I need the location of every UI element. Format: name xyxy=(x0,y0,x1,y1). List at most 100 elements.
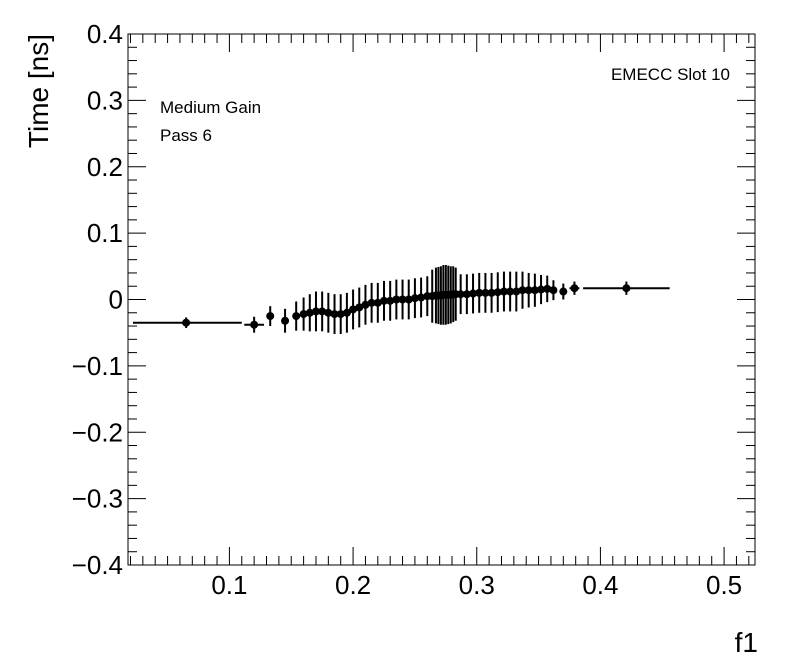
data-point xyxy=(469,273,478,314)
data-point xyxy=(281,308,290,333)
x-tick-label: 0.4 xyxy=(582,570,618,600)
data-marks xyxy=(132,264,670,335)
point-marker xyxy=(559,287,568,296)
point-marker xyxy=(530,286,539,295)
data-point xyxy=(481,272,490,313)
point-marker xyxy=(410,294,419,303)
data-point xyxy=(583,281,670,295)
data-point xyxy=(404,279,413,320)
point-marker xyxy=(379,296,388,305)
data-point xyxy=(305,294,314,332)
data-point xyxy=(392,279,401,320)
point-marker xyxy=(622,284,631,293)
data-point xyxy=(386,280,395,321)
point-marker xyxy=(182,318,191,327)
data-point xyxy=(266,306,275,327)
point-marker xyxy=(392,295,401,304)
y-tick-label: 0 xyxy=(109,285,123,315)
data-point xyxy=(244,316,265,333)
data-point xyxy=(493,272,502,313)
point-marker xyxy=(361,300,370,309)
point-marker xyxy=(481,288,490,297)
data-point xyxy=(487,272,496,313)
axis-tick-labels: 0.1 0.2 0.3 0.4 0.5 0.4 0.3 0.2 0.1 0 −0.1 −0.2 −0.3… xyxy=(72,19,742,600)
point-marker xyxy=(462,290,471,299)
x-tick-label: 0.5 xyxy=(706,570,742,600)
data-point xyxy=(518,271,527,309)
data-point xyxy=(499,271,508,312)
point-marker xyxy=(487,288,496,297)
point-marker xyxy=(549,286,558,295)
data-point xyxy=(530,273,539,307)
point-marker xyxy=(324,308,333,317)
y-tick-label: −0.3 xyxy=(72,484,123,514)
point-marker xyxy=(456,290,465,299)
data-point xyxy=(569,281,580,295)
point-marker xyxy=(404,295,413,304)
data-point xyxy=(398,279,407,320)
axis-ticks xyxy=(128,33,755,566)
data-point xyxy=(324,292,333,333)
point-marker xyxy=(311,307,320,316)
data-point xyxy=(537,274,546,305)
data-point xyxy=(417,277,426,318)
y-tick-label: −0.2 xyxy=(72,417,123,447)
point-marker xyxy=(475,288,484,297)
data-point xyxy=(330,294,339,335)
point-marker xyxy=(266,312,275,321)
point-marker xyxy=(250,320,259,329)
gain-annotation: Medium Gain xyxy=(160,98,261,117)
data-point xyxy=(373,282,382,323)
data-point xyxy=(559,283,568,300)
x-tick-label: 0.2 xyxy=(335,570,371,600)
point-marker xyxy=(386,296,395,305)
data-point xyxy=(379,280,388,321)
data-point xyxy=(475,272,484,313)
y-tick-label: 0.1 xyxy=(87,218,123,248)
y-axis-title: Time [ns] xyxy=(23,34,54,148)
point-marker xyxy=(336,310,345,319)
pass-annotation: Pass 6 xyxy=(160,126,212,145)
point-marker xyxy=(330,310,339,319)
point-marker xyxy=(398,295,407,304)
data-point xyxy=(292,301,301,331)
y-tick-label: 0.4 xyxy=(87,19,123,49)
point-marker xyxy=(349,305,358,314)
data-point xyxy=(342,292,351,333)
data-point xyxy=(132,317,242,329)
data-point xyxy=(299,297,308,331)
point-marker xyxy=(506,287,515,296)
point-marker xyxy=(367,298,376,307)
point-marker xyxy=(537,285,546,294)
point-marker xyxy=(305,308,314,317)
point-marker xyxy=(292,312,301,321)
x-axis-title: f1 xyxy=(735,627,758,658)
data-point xyxy=(311,291,320,332)
data-point xyxy=(543,275,552,303)
y-tick-label: 0.3 xyxy=(87,85,123,115)
data-point xyxy=(361,284,370,325)
data-point xyxy=(318,291,327,332)
point-marker xyxy=(299,310,308,319)
y-tick-label: −0.1 xyxy=(72,351,123,381)
point-marker xyxy=(355,303,364,312)
data-point xyxy=(367,282,376,323)
point-marker xyxy=(518,286,527,295)
data-point xyxy=(512,271,521,312)
point-marker xyxy=(493,288,502,297)
point-marker xyxy=(512,287,521,296)
data-point xyxy=(462,274,471,315)
point-marker xyxy=(543,284,552,293)
x-tick-label: 0.3 xyxy=(459,570,495,600)
data-point xyxy=(524,272,533,308)
point-marker xyxy=(281,316,290,325)
point-marker xyxy=(499,287,508,296)
data-point xyxy=(549,280,558,301)
point-marker xyxy=(318,307,327,316)
point-marker xyxy=(342,308,351,317)
point-marker xyxy=(373,298,382,307)
y-tick-label: 0.2 xyxy=(87,152,123,182)
data-point xyxy=(410,278,419,319)
data-point xyxy=(456,274,465,315)
